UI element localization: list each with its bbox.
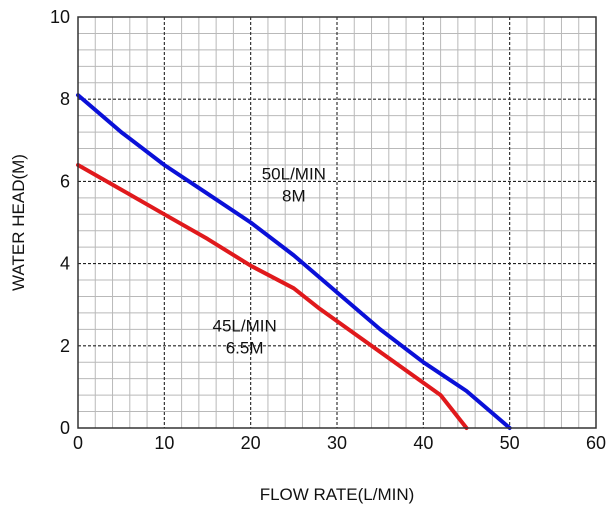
series-line-2 (76, 163, 469, 430)
y-tick-label: 10 (50, 7, 70, 27)
annotation-1-line-1: 50L/MIN (262, 164, 326, 183)
y-tick-labels: 0 2 4 6 8 10 (50, 7, 70, 438)
x-tick-label: 10 (154, 433, 174, 453)
y-tick-label: 6 (60, 171, 70, 191)
y-axis-label: WATER HEAD(M) (9, 154, 28, 291)
x-tick-label: 20 (241, 433, 261, 453)
x-tick-label: 60 (586, 433, 606, 453)
y-tick-label: 2 (60, 336, 70, 356)
x-tick-label: 50 (500, 433, 520, 453)
x-tick-label: 30 (327, 433, 347, 453)
annotation-2-line-2: 6.5M (226, 338, 264, 357)
x-tick-label: 0 (73, 433, 83, 453)
annotation-2-line-1: 45L/MIN (212, 316, 276, 335)
x-axis-label: FLOW RATE(L/MIN) (260, 485, 415, 504)
annotation-1-line-2: 8M (282, 186, 306, 205)
y-tick-label: 0 (60, 418, 70, 438)
y-tick-label: 4 (60, 254, 70, 274)
series-layer (76, 93, 512, 430)
y-tick-label: 8 (60, 89, 70, 109)
plot-frame (77, 16, 597, 429)
x-tick-label: 40 (413, 433, 433, 453)
x-tick-labels: 0 10 20 30 40 50 60 (73, 433, 606, 453)
series-line-1 (76, 93, 512, 430)
annotations: 50L/MIN 8M 45L/MIN 6.5M (212, 164, 325, 357)
